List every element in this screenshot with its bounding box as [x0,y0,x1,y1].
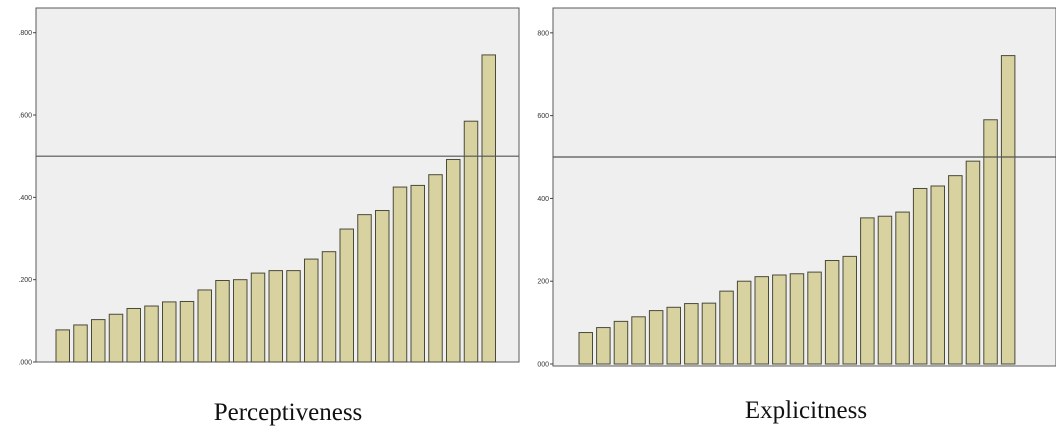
bar-perceptiveness [321,251,337,363]
bar-perceptiveness [126,307,141,363]
bar-explicitness [596,327,611,365]
bar-explicitness [578,332,593,365]
bar-explicitness [860,217,875,365]
bar-perceptiveness [73,324,88,363]
bar-perceptiveness [233,279,248,363]
bar-explicitness [648,310,664,365]
bar-perceptiveness [481,54,496,363]
bar-perceptiveness [91,319,106,363]
bar-perceptiveness [339,228,354,363]
bar-perceptiveness [162,301,177,363]
bars-perceptiveness [55,54,496,363]
y-tick-label-perceptiveness: .400 [18,195,32,202]
bar-explicitness [842,255,857,365]
y-tick-label-perceptiveness: .600 [18,113,32,120]
bar-perceptiveness [375,210,390,363]
bar-explicitness [736,280,752,365]
bar-explicitness [666,306,681,365]
bar-explicitness [965,160,981,365]
bar-perceptiveness [410,184,425,363]
bar-perceptiveness [179,300,195,363]
panel-perceptiveness: .000 .200 .400 .600 .800 Perceptiveness [18,7,520,426]
panel-explicitness: 000 200 400 600 800 Explicitness [537,7,1056,424]
bar-explicitness [983,119,998,365]
bar-explicitness [772,274,787,365]
bar-explicitness [877,215,893,365]
bar-explicitness [824,260,840,365]
bar-explicitness [701,302,717,365]
bar-perceptiveness [446,158,461,363]
bar-perceptiveness [144,305,159,363]
bar-explicitness [631,316,646,365]
bar-perceptiveness [392,186,408,363]
y-tick-label-explicitness: 800 [537,30,549,37]
bar-explicitness [930,185,945,365]
bar-perceptiveness [286,270,301,363]
plot-area-explicitness [552,7,1056,367]
y-tick-label-explicitness: 000 [537,362,549,369]
y-tick-label-perceptiveness: .200 [18,277,32,284]
bar-perceptiveness [304,258,319,363]
y-tick-label-explicitness: 600 [537,113,549,120]
chart-title-explicitness: Explicitness [745,397,867,424]
bar-explicitness [754,276,769,365]
bar-perceptiveness [108,313,124,363]
bar-explicitness [807,271,822,365]
bar-perceptiveness [55,329,70,363]
y-tick-label-explicitness: 400 [537,196,549,203]
bar-explicitness [719,290,734,365]
bar-perceptiveness [357,214,372,363]
bar-explicitness [1000,55,1016,365]
bar-explicitness [948,175,963,365]
y-tick-label-explicitness: 200 [537,279,549,286]
bar-perceptiveness [250,272,266,363]
bar-explicitness [789,273,805,365]
bar-explicitness [912,187,928,365]
bar-perceptiveness [268,270,283,363]
chart-title-perceptiveness: Perceptiveness [214,399,363,426]
bars-explicitness [578,55,1016,365]
bar-perceptiveness [215,279,230,363]
bar-explicitness [895,211,910,365]
y-axis-explicitness: 000 200 400 600 800 [537,30,553,369]
bar-perceptiveness [463,120,479,363]
bar-explicitness [613,320,629,365]
bar-perceptiveness [197,289,212,363]
bar-explicitness [684,303,699,365]
y-axis-perceptiveness: .000 .200 .400 .600 .800 [18,30,36,367]
bar-perceptiveness [428,174,443,363]
y-tick-label-perceptiveness: .000 [18,360,32,367]
y-tick-label-perceptiveness: .800 [18,30,32,37]
